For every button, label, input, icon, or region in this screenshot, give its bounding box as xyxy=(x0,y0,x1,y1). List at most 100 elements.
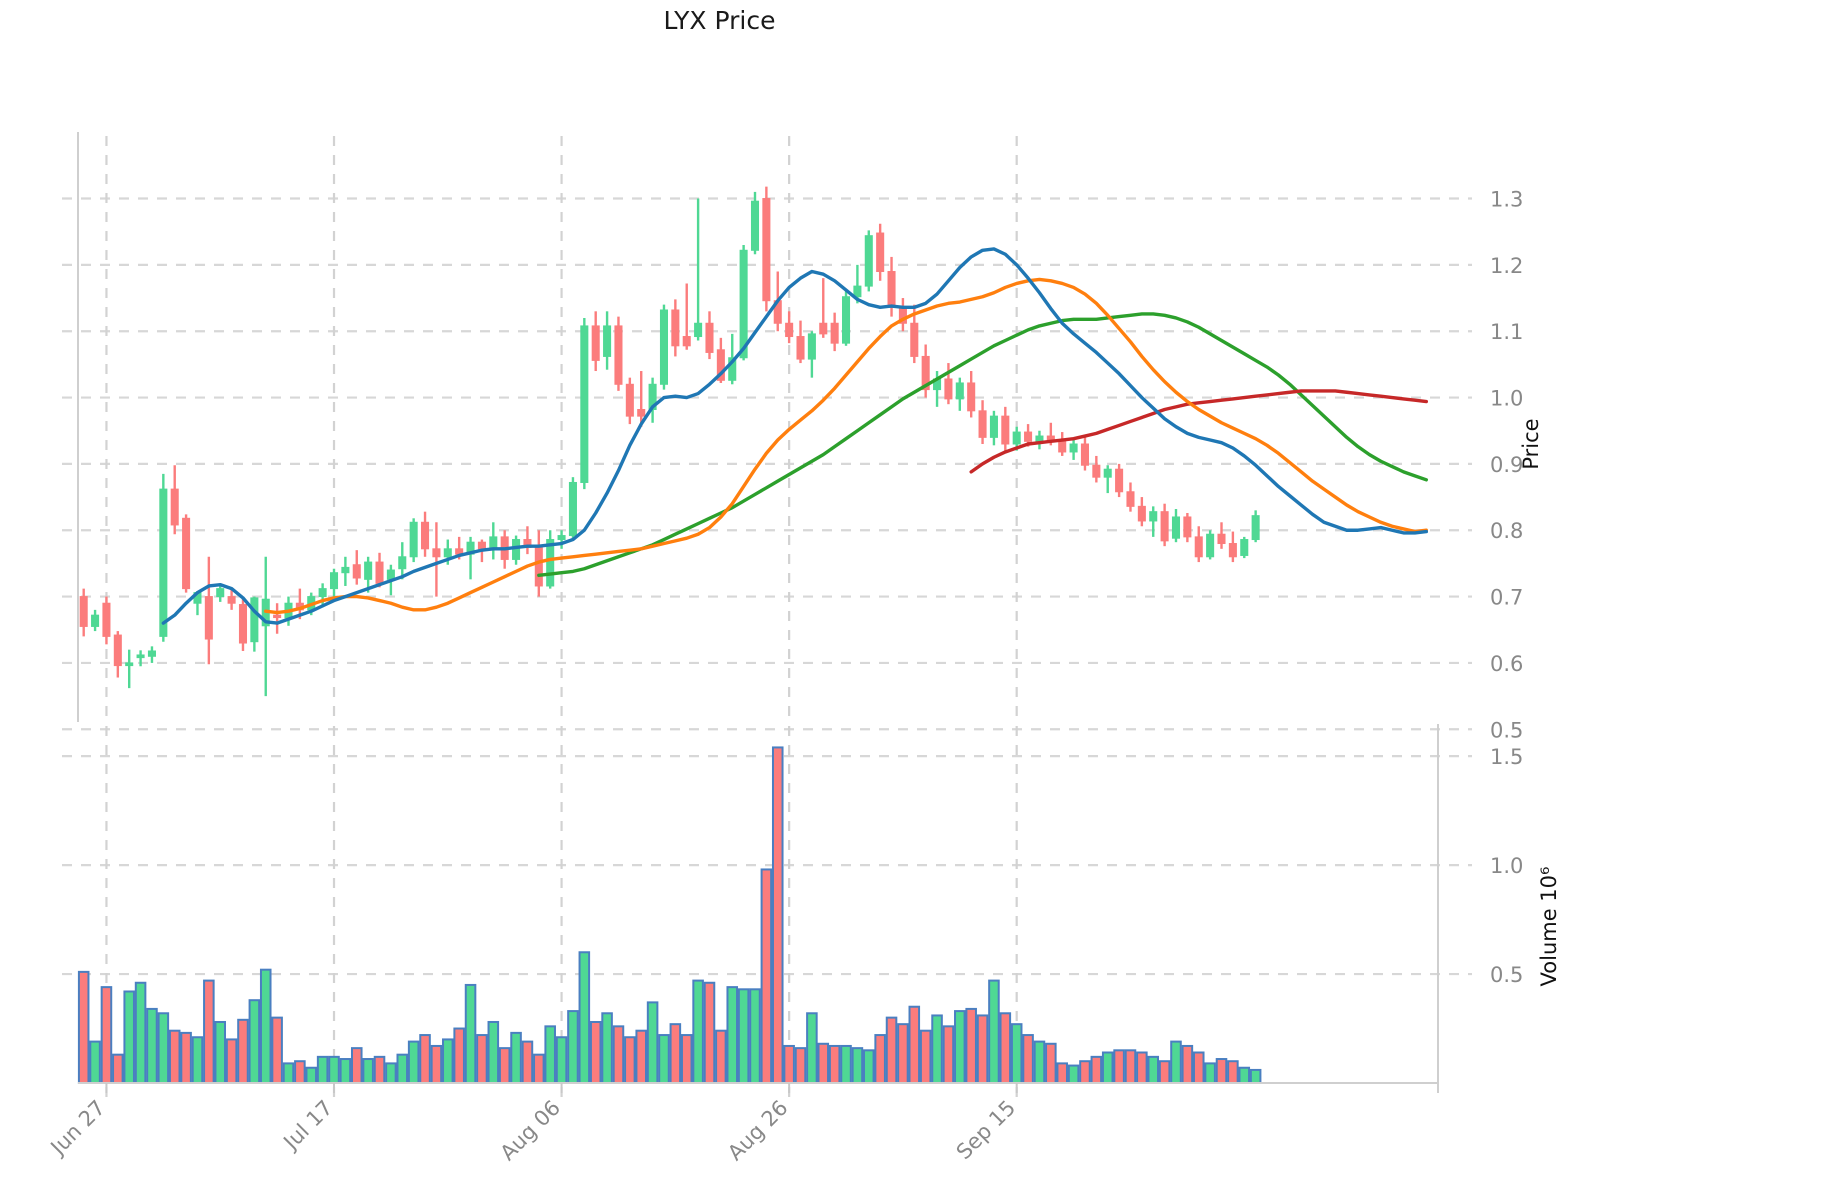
candle-body xyxy=(227,596,236,604)
volume-axis-tick-labels: 1.5 1.0 0.5 xyxy=(1490,745,1523,987)
volume-bar xyxy=(1033,1040,1046,1084)
price-axis-title: Price xyxy=(1519,418,1543,469)
volume-bar xyxy=(316,1055,329,1084)
candle-body xyxy=(1024,431,1033,442)
candle-body xyxy=(489,536,498,550)
volume-bar xyxy=(669,1023,682,1084)
volume-bar xyxy=(180,1031,192,1084)
candle-body xyxy=(591,325,600,361)
volume-bar xyxy=(271,1016,283,1085)
volume-bar xyxy=(624,1036,636,1084)
candle-body xyxy=(694,322,703,338)
volume-bar xyxy=(89,1040,101,1084)
candle-body xyxy=(807,333,816,360)
price-tick-label: 1.2 xyxy=(1490,254,1523,278)
candle-body xyxy=(1206,533,1215,558)
candlestick-series[interactable] xyxy=(79,186,1260,697)
candle-body xyxy=(625,383,634,417)
candle-body xyxy=(1080,443,1089,466)
candle-body xyxy=(1103,468,1112,478)
candle-body xyxy=(1126,491,1135,507)
price-tick-label: 0.5 xyxy=(1490,718,1523,742)
volume-bar xyxy=(157,1012,170,1084)
volume-bar xyxy=(1170,1040,1182,1084)
volume-bar xyxy=(646,1001,659,1084)
candle-body xyxy=(432,548,441,558)
volume-bar xyxy=(976,1014,989,1085)
ma-line-orange xyxy=(264,277,1429,615)
volume-bar xyxy=(1045,1042,1057,1085)
candle-body xyxy=(398,556,407,570)
volume-bar xyxy=(328,1055,340,1084)
candle-body xyxy=(273,614,282,619)
volume-bar xyxy=(510,1031,522,1084)
x-tick-label: Sep 15 xyxy=(952,1096,1021,1165)
volume-bar xyxy=(760,868,773,1084)
candle-body xyxy=(1092,464,1101,478)
candle-body xyxy=(955,382,964,400)
volume-bar xyxy=(533,1053,545,1085)
candle-body xyxy=(1251,515,1260,541)
candle-body xyxy=(1217,533,1226,545)
volume-bar xyxy=(840,1044,852,1084)
candle-body xyxy=(113,634,122,667)
candle-body xyxy=(876,232,885,273)
volume-axis-title: Volume 10⁶ xyxy=(1537,867,1561,987)
volume-bar xyxy=(783,1044,795,1084)
volume-bar xyxy=(146,1007,158,1084)
volume-bar xyxy=(123,990,135,1085)
price-tick-label: 1.3 xyxy=(1490,188,1523,212)
ma-line-red xyxy=(969,389,1429,474)
volume-bar xyxy=(1056,1062,1068,1085)
candle-body xyxy=(182,517,191,590)
candle-body xyxy=(978,410,987,438)
candle-body xyxy=(1149,511,1158,522)
price-axis-tick-labels: 1.3 1.2 1.1 1.0 0.9 0.8 0.7 0.6 0.5 xyxy=(1490,188,1523,743)
volume-bars[interactable] xyxy=(77,746,1262,1085)
volume-bar xyxy=(942,1025,955,1085)
candle-body xyxy=(147,650,156,657)
candle-body xyxy=(603,325,612,357)
volume-bar xyxy=(1067,1064,1080,1084)
candle-body xyxy=(421,521,430,550)
price-tick-label: 0.9 xyxy=(1490,453,1523,477)
volume-bar xyxy=(612,1025,625,1085)
price-tick-label: 1.0 xyxy=(1490,387,1523,411)
volume-bar xyxy=(828,1044,841,1084)
volume-bar xyxy=(965,1007,977,1084)
x-tick-label: Jul 17 xyxy=(278,1096,338,1156)
candle-body xyxy=(1012,431,1021,445)
volume-bar xyxy=(578,951,591,1085)
candle-body xyxy=(659,309,669,385)
volume-bar xyxy=(203,979,215,1085)
candle-body xyxy=(1160,511,1169,542)
volume-bar xyxy=(954,1010,966,1084)
volume-bar xyxy=(442,1038,454,1085)
volume-bar xyxy=(601,1012,613,1084)
candle-body xyxy=(546,539,555,587)
candle-body xyxy=(159,488,168,637)
volume-bar xyxy=(703,981,716,1085)
axis-spines xyxy=(77,132,1439,1093)
volume-bar xyxy=(396,1053,409,1085)
volume-bar xyxy=(407,1040,420,1084)
moving-average-lines xyxy=(161,247,1429,625)
volume-bar xyxy=(453,1027,465,1084)
candle-body xyxy=(170,488,179,526)
volume-bar xyxy=(225,1038,238,1085)
volume-bar xyxy=(1090,1055,1103,1084)
candle-body xyxy=(853,285,862,298)
candle-body xyxy=(568,481,577,537)
volume-bar xyxy=(589,1020,602,1085)
candle-body xyxy=(1069,443,1078,453)
volume-bar xyxy=(305,1066,318,1085)
volume-bar xyxy=(1079,1060,1091,1084)
candle-body xyxy=(409,521,418,558)
volume-bar xyxy=(1215,1058,1228,1085)
candle-body xyxy=(910,322,919,357)
volume-bar xyxy=(134,981,147,1085)
volume-bar xyxy=(487,1020,500,1085)
candle-body xyxy=(921,355,930,391)
